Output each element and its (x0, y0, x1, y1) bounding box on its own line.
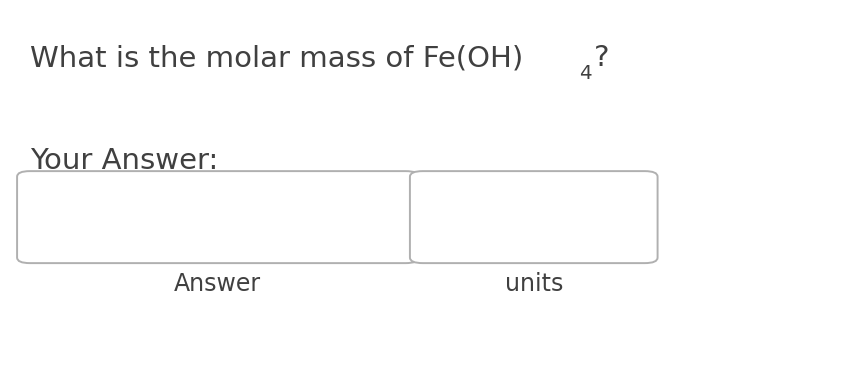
Text: ?: ? (593, 44, 608, 72)
FancyBboxPatch shape (409, 171, 657, 263)
Text: units: units (504, 272, 562, 296)
FancyBboxPatch shape (17, 171, 418, 263)
Text: What is the molar mass of Fe(OH): What is the molar mass of Fe(OH) (30, 44, 523, 72)
Text: Your Answer:: Your Answer: (30, 147, 218, 175)
Text: Answer: Answer (174, 272, 261, 296)
Text: 4: 4 (578, 64, 591, 84)
